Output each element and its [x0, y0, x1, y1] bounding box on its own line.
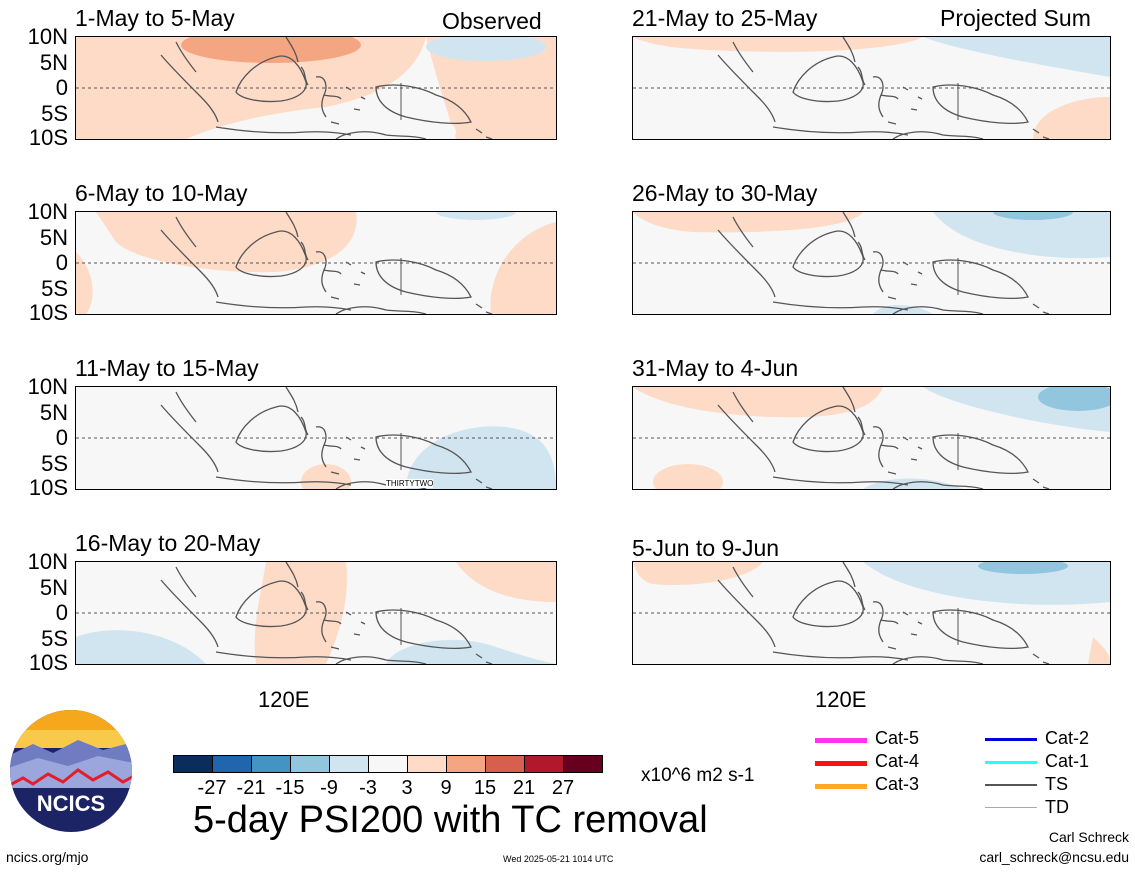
colorbar-swatch	[329, 755, 369, 773]
lat-tick-5s: 5S	[41, 276, 68, 301]
map-panel-6	[632, 211, 1111, 315]
figure-title: 5-day PSI200 with TC removal	[193, 799, 708, 841]
legend-line-cat2	[985, 738, 1037, 741]
legend-label-cat2: Cat-2	[1045, 728, 1090, 748]
legend-label-cat4: Cat-4	[875, 751, 920, 771]
colorbar-swatch	[563, 755, 603, 773]
colorbar	[173, 755, 603, 773]
lat-tick-10s: 10S	[28, 650, 68, 675]
legend-label-cat5: Cat-5	[875, 728, 920, 748]
legend-label-td: TD	[1045, 797, 1069, 817]
colorbar-tick-label: -27	[197, 777, 227, 799]
lat-tick-0: 0	[55, 250, 68, 275]
panel-title-3: 11-May to 15-May	[75, 355, 259, 381]
panel-title-1: 1-May to 5-May	[75, 5, 235, 31]
lon-label-left: 120E	[258, 687, 310, 712]
lat-tick-0: 0	[55, 425, 68, 450]
panel-title-2: 6-May to 10-May	[75, 180, 248, 206]
colorbar-tick-label: 3	[401, 777, 413, 799]
colorbar-tick-label: -3	[359, 777, 377, 799]
panel-title-5: 21-May to 25-May	[632, 5, 818, 31]
lat-tick-10n: 10N	[27, 549, 68, 574]
lat-tick-5n: 5N	[39, 225, 68, 250]
panel-title-7: 31-May to 4-Jun	[632, 355, 799, 381]
legend-label-cat3: Cat-3	[875, 774, 920, 794]
legend-line-ts	[985, 784, 1037, 786]
colorbar-tick-label: 9	[440, 777, 452, 799]
map-panel-8	[632, 561, 1111, 665]
legend-label-ts: TS	[1045, 774, 1069, 794]
map-panel-4	[75, 561, 557, 665]
colorbar-swatch	[290, 755, 330, 773]
lat-tick-5s: 5S	[41, 626, 68, 651]
lat-tick-5s: 5S	[41, 101, 68, 126]
colorbar-swatch	[368, 755, 408, 773]
lat-tick-5n: 5N	[39, 575, 68, 600]
colorbar-tick-label: 15	[473, 777, 497, 799]
lon-label-right: 120E	[815, 687, 867, 712]
lat-tick-0: 0	[55, 600, 68, 625]
colorbar-tick-label: -21	[236, 777, 266, 799]
colorbar-swatch	[446, 755, 486, 773]
footer-url[interactable]: ncics.org/mjo	[6, 849, 89, 865]
panel-title-4: 16-May to 20-May	[75, 530, 261, 556]
tc-track-label: THIRTYTWO	[386, 479, 434, 488]
footer-author: Carl Schreck	[1048, 829, 1129, 845]
map-panel-3: THIRTYTWO	[75, 386, 557, 490]
map-panel-5	[632, 36, 1111, 140]
map-panel-1	[75, 36, 557, 140]
footer-timestamp: Wed 2025-05-21 1014 UTC	[503, 854, 614, 864]
lat-tick-10n: 10N	[27, 374, 68, 399]
colorbar-tick-label: 27	[551, 777, 575, 799]
colorbar-tick-label: -15	[275, 777, 305, 799]
lat-tick-5n: 5N	[39, 400, 68, 425]
legend-line-td	[985, 807, 1037, 808]
colorbar-swatch	[173, 755, 213, 773]
colorbar-units: x10^6 m2 s-1	[641, 765, 755, 786]
lat-tick-10s: 10S	[28, 125, 68, 150]
colorbar-swatch	[407, 755, 447, 773]
ncics-logo: NCICS	[8, 708, 134, 834]
lat-tick-10n: 10N	[27, 24, 68, 49]
map-panel-2	[75, 211, 557, 315]
logo-text: NCICS	[37, 791, 105, 816]
lat-tick-10n: 10N	[27, 199, 68, 224]
legend-label-cat1: Cat-1	[1045, 751, 1090, 771]
lat-tick-10s: 10S	[28, 300, 68, 325]
colorbar-swatch	[485, 755, 525, 773]
legend-line-cat5	[815, 738, 867, 743]
legend-line-cat3	[815, 784, 867, 789]
panel-tag-projected: Projected Sum	[940, 5, 1091, 31]
colorbar-swatch	[524, 755, 564, 773]
legend-line-cat1	[985, 761, 1037, 764]
lat-tick-10s: 10S	[28, 475, 68, 500]
panel-title-6: 26-May to 30-May	[632, 180, 818, 206]
colorbar-tick-label: -9	[320, 777, 338, 799]
legend-line-cat4	[815, 761, 867, 766]
panel-tag-observed: Observed	[442, 8, 542, 34]
colorbar-tick-label: 21	[512, 777, 536, 799]
panel-title-8: 5-Jun to 9-Jun	[632, 535, 780, 561]
lat-tick-5s: 5S	[41, 451, 68, 476]
colorbar-swatch	[212, 755, 252, 773]
colorbar-swatch	[251, 755, 291, 773]
footer-email[interactable]: carl_schreck@ncsu.edu	[979, 849, 1129, 865]
lat-tick-0: 0	[55, 75, 68, 100]
lat-tick-5n: 5N	[39, 50, 68, 75]
map-panel-7	[632, 386, 1111, 490]
